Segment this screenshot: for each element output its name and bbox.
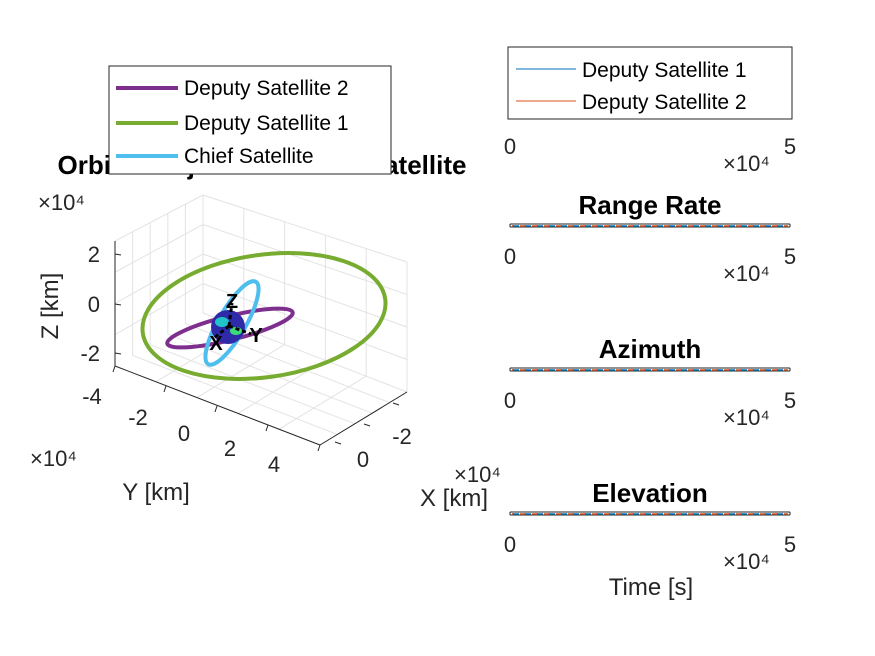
x-tick-mark [334,441,342,445]
subplot-title: Azimuth [599,334,702,364]
y-tick-mark [265,424,269,432]
x-tick-mark [363,423,371,427]
triad-axis-line [227,302,234,327]
grid-line-left-wall-horizontal [114,253,204,304]
x-tick-label: 5 [784,244,796,269]
x-tick-label: 5 [784,388,796,413]
x-exponent-label: ×10⁴ [454,462,501,487]
y-tick-mark [317,444,321,452]
z-tick-mark [114,303,122,306]
grid-line-back-wall-horizontal [202,224,408,295]
legend-label-range-deputy-2: Deputy Satellite 2 [582,91,747,114]
y-tick-label: 4 [268,452,280,477]
y-tick-mark [214,405,218,413]
x-exponent-label: ×10⁴ [723,549,770,574]
z-exponent-label: ×10⁴ [38,190,85,215]
frame-triad: ZY X [209,291,263,355]
triad-axis-line [228,324,252,336]
grid-line-floor-b [196,344,285,399]
grid-3d [114,194,408,435]
grid-line-back-wall-horizontal [202,283,408,360]
z-tick-label: 0 [88,292,100,317]
triad-label: Y [249,325,263,347]
legend-label-deputy-1: Deputy Satellite 1 [184,112,349,135]
z-tick-mark [114,352,122,355]
y-exponent-label: ×10⁴ [30,446,77,471]
triad-label: X [209,333,223,355]
subplot-title: Elevation [592,478,708,508]
subplot-range-rate: 0 5 ×10⁴ Range Rate [504,190,796,286]
legend-label-range-deputy-1: Deputy Satellite 1 [582,59,747,82]
orbit-deputy-satellite-1 [140,251,388,381]
grid-line-floor-b [278,375,367,430]
grid-line-floor-a [132,354,338,435]
x-tick-label: 0 [504,244,516,269]
legend-label-deputy-2: Deputy Satellite 2 [184,77,349,100]
x-tick-label: -2 [392,424,412,449]
x-tick-label: 0 [504,532,516,557]
range-legend-box [507,46,793,120]
legend-label-chief: Chief Satellite [184,145,314,168]
y-tick-label: -2 [128,405,148,430]
y-tick-label: 2 [224,436,236,461]
x-tick-mark [392,402,400,406]
grid-top-edge-back-right [202,194,408,263]
z-tick-label: 2 [88,242,100,267]
grid-line-floor-a [150,344,355,425]
orbit-legend: Deputy Satellite 2 Deputy Satellite 1 Ch… [108,65,392,175]
y-tick-label: -4 [82,384,102,409]
subplot-elevation: 0 5 ×10⁴ Elevation Time [s] [504,478,796,601]
triad-label: Z [226,291,238,313]
x-exponent-label: ×10⁴ [723,151,770,176]
grid-top-edge-back-left [114,194,204,242]
grid-line-left-wall-horizontal [114,283,204,336]
x-exponent-label: ×10⁴ [723,405,770,430]
z-tick-mark [114,253,122,256]
y-tick-mark [112,365,116,373]
grid-line-left-wall-horizontal [114,224,204,273]
y-tick-mark [163,385,167,393]
range-legend: Deputy Satellite 1 Deputy Satellite 2 [507,46,793,120]
x-tick-label: 0 [504,134,516,159]
tick-labels-3d: 2 0 -2 -4 -2 0 2 4 -2 0 [80,242,411,477]
x-tick-label: 5 [784,134,796,159]
y-tick-label: 0 [178,421,190,446]
x-tick-label: 5 [784,532,796,557]
y-axis-label: Y [km] [122,479,190,506]
subplot-title: Range Rate [578,190,721,220]
axes-3d-frame [112,241,408,452]
x-axis-label: Time [s] [609,574,693,601]
y-axis-line [114,365,321,446]
x-tick-label: 0 [357,447,369,472]
z-axis-label: Z [km] [37,273,64,340]
grid-line-back-wall-horizontal [202,253,408,328]
triad-axis-line [213,324,230,340]
x-exponent-label: ×10⁴ [723,261,770,286]
z-tick-label: -2 [80,341,100,366]
x-tick-label: 0 [504,388,516,413]
subplot-azimuth: 0 5 ×10⁴ Azimuth [504,334,796,430]
central-body-highlight [215,317,229,327]
x-axis-label: X [km] [420,485,488,512]
x-axis-line [319,391,408,446]
